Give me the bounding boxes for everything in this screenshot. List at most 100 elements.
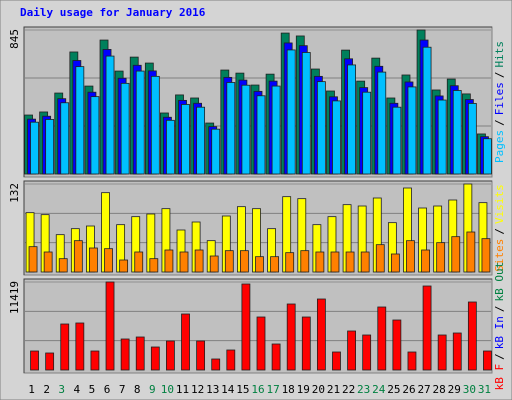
bar [166, 119, 175, 175]
x-tick-label: 26 [402, 383, 415, 396]
bar [483, 138, 492, 175]
bar [256, 95, 266, 175]
legend-separator: / [493, 353, 506, 360]
bar [271, 85, 281, 175]
bar [105, 281, 115, 371]
legend-separator: / [493, 228, 506, 235]
bar [255, 256, 264, 273]
x-tick-label: 8 [134, 383, 141, 396]
x-tick-label: 28 [433, 383, 446, 396]
bar [437, 334, 447, 371]
x-tick-label: 20 [312, 383, 325, 396]
bar [209, 255, 219, 273]
x-tick-label: 17 [266, 383, 279, 396]
bar [421, 249, 430, 273]
bar [196, 106, 206, 175]
bar [422, 285, 432, 371]
x-tick-label: 31 [478, 383, 491, 396]
bar [28, 246, 38, 273]
bar [75, 322, 85, 371]
x-tick-label: 29 [448, 383, 461, 396]
x-tick-label: 14 [221, 383, 235, 396]
x-tick-label: 6 [104, 383, 111, 396]
x-tick-label: 16 [251, 383, 264, 396]
bar [45, 119, 55, 175]
bar [135, 336, 145, 371]
chart-title: Daily usage for January 2016 [20, 6, 206, 19]
x-tick-label: 4 [74, 383, 81, 396]
bar [241, 283, 251, 371]
bar [301, 316, 311, 371]
x-tick-label: 18 [282, 383, 295, 396]
bar [164, 249, 174, 273]
bar [89, 247, 98, 273]
bar [181, 104, 190, 175]
bar [377, 71, 387, 175]
bar [483, 350, 492, 371]
x-tick-label: 22 [342, 383, 355, 396]
bar [407, 86, 417, 175]
legend-entry: Sites [493, 239, 506, 272]
bar [437, 99, 447, 175]
x-tick-label: 19 [297, 383, 310, 396]
bar [73, 240, 83, 273]
bar [58, 258, 68, 273]
bar [43, 251, 53, 273]
bar [285, 252, 295, 273]
bar [360, 251, 370, 273]
legend: kB F / kB In / kB Out [493, 262, 506, 391]
x-tick-label: 12 [191, 383, 204, 396]
bar [390, 253, 400, 273]
bar [179, 251, 189, 273]
bar [422, 46, 432, 175]
bar [466, 231, 476, 273]
bar [150, 346, 160, 371]
legend-entry: kB F [493, 364, 506, 391]
legend-separator: / [493, 119, 506, 126]
bar [332, 100, 341, 175]
legend-entry: kB Out [493, 262, 506, 302]
y-tick-label: 132 [8, 183, 21, 203]
panel-bevel [23, 278, 492, 373]
bar [392, 319, 402, 371]
x-tick-label: 24 [372, 383, 386, 396]
bar [362, 334, 372, 371]
bar [332, 351, 341, 371]
bar [224, 250, 234, 273]
bar [436, 242, 446, 273]
x-tick-label: 7 [119, 383, 126, 396]
x-tick-label: 5 [89, 383, 96, 396]
bar [60, 323, 70, 371]
bar [467, 103, 477, 175]
bar [181, 313, 190, 371]
bar [286, 49, 296, 175]
bar [362, 91, 372, 175]
bar [345, 251, 355, 273]
legend-entry: Hits [493, 41, 506, 68]
x-tick-label: 25 [387, 383, 400, 396]
bar [407, 351, 417, 371]
bar [452, 332, 462, 371]
bar [90, 350, 100, 371]
bar [166, 340, 175, 371]
x-tick-label: 11 [176, 383, 189, 396]
bar [347, 330, 356, 371]
panel-bevel [23, 26, 492, 177]
legend-separator: / [493, 72, 506, 79]
bar [211, 358, 221, 371]
bar [196, 340, 206, 371]
bar [256, 316, 266, 371]
bar [452, 90, 462, 175]
bar [467, 301, 477, 371]
y-tick-label: 11419 [8, 281, 21, 314]
x-tick-label: 30 [463, 383, 476, 396]
bar [406, 240, 415, 273]
x-tick-label: 10 [161, 383, 174, 396]
bar [104, 248, 113, 273]
bar [392, 106, 402, 175]
bar [150, 75, 160, 175]
bar [194, 249, 204, 273]
bar [75, 66, 85, 175]
